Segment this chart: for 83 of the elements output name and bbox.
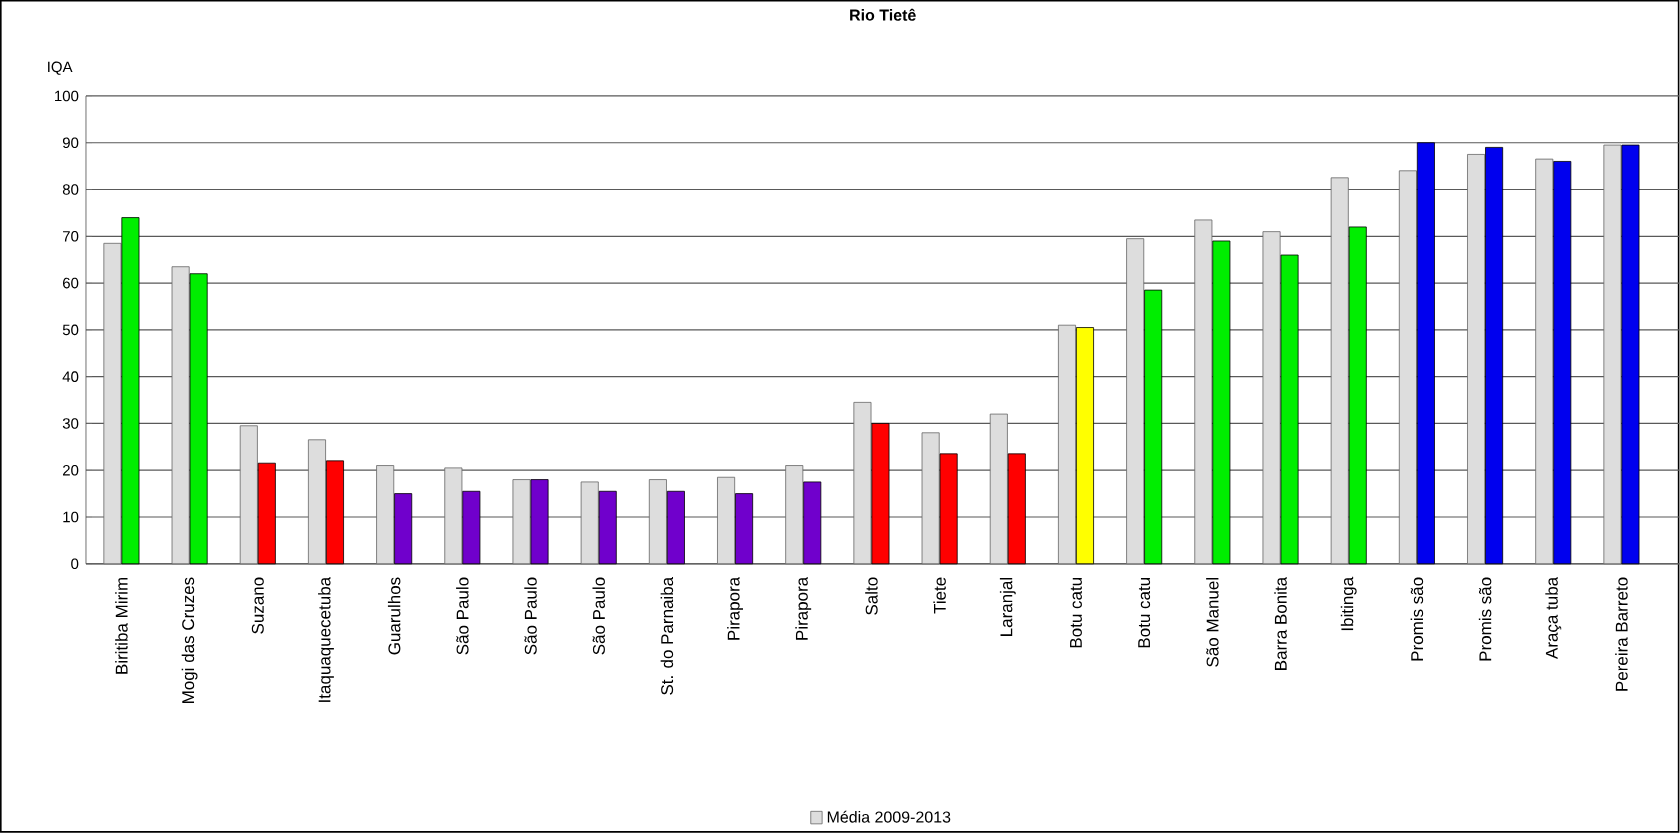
bar (257, 463, 276, 565)
bar (1621, 144, 1640, 565)
bar (853, 402, 872, 565)
x-tick-label: Suzano (251, 577, 264, 634)
bar (1348, 226, 1367, 565)
bar (717, 477, 736, 565)
bar (785, 465, 804, 565)
y-tick-label: 70 (63, 231, 79, 242)
x-tick-label: Pereira Barreto (1615, 577, 1628, 691)
bar (989, 413, 1008, 565)
x-tick-label: Pirapora (727, 577, 743, 640)
y-tick-label: 90 (62, 137, 79, 149)
bar (1485, 147, 1504, 565)
x-tick-label: Laranjal (999, 578, 1016, 637)
bar (1126, 238, 1145, 565)
x-tick-label: Itaquaquecetuba (318, 577, 334, 703)
bar (598, 491, 617, 565)
x-tick-label: St. do Parnaiba (660, 577, 674, 696)
bar (1212, 240, 1231, 565)
bar (239, 425, 258, 565)
bar (171, 266, 190, 565)
y-tick-label: 50 (62, 324, 79, 336)
bar (189, 273, 208, 565)
bar (1467, 154, 1486, 565)
bar (1058, 325, 1076, 565)
x-tick-label: Promis são (1478, 577, 1492, 661)
bar (1330, 177, 1349, 565)
bar (735, 493, 754, 565)
bar (803, 481, 822, 565)
x-tick-label: Botu catu (1138, 578, 1151, 648)
x-tick-label: Pirapora (795, 577, 812, 640)
x-tick-label: São Manuel (1206, 578, 1219, 667)
bar (648, 479, 667, 565)
x-tick-label: Guarulhos (387, 577, 401, 655)
bar (580, 481, 599, 565)
bar (121, 217, 140, 565)
bar (1553, 161, 1572, 565)
x-tick-label: Barra Bonita (1274, 577, 1287, 671)
bar (1007, 453, 1026, 565)
bar (1603, 144, 1622, 565)
x-tick-label: São Paulo (524, 577, 537, 655)
x-tick-label: Salto (865, 577, 878, 616)
x-tick-label: Biritiba Mirim (115, 578, 128, 674)
bar (307, 439, 326, 565)
x-tick-label: Tiete (933, 577, 946, 614)
y-tick-label: 20 (62, 465, 79, 476)
x-tick-label: Mogi das Cruzes (181, 577, 198, 704)
bar (1075, 327, 1094, 565)
bar (376, 465, 395, 565)
bar (1535, 158, 1554, 565)
bar (1194, 219, 1213, 565)
y-tick-label: 60 (62, 278, 79, 289)
y-tick-label: 30 (62, 418, 79, 429)
bar (939, 453, 958, 565)
y-tick-label: 0 (71, 558, 79, 570)
legend-label: Média 2009-2013 (827, 810, 951, 823)
bar (530, 479, 549, 565)
x-tick-label: Botu catu (1070, 578, 1082, 648)
bar (1280, 254, 1299, 565)
y-tick-label: 10 (63, 511, 79, 523)
y-tick-label: 40 (62, 371, 79, 383)
x-tick-label: Promis são (1410, 577, 1424, 661)
y-tick-label: 80 (62, 184, 79, 196)
x-tick-label: Araça tuba (1545, 577, 1562, 660)
bar (1144, 289, 1163, 565)
bar (1416, 142, 1435, 565)
chart-title: Rio Tietê (850, 8, 916, 21)
bar (394, 493, 413, 565)
bar (103, 243, 122, 565)
x-tick-label: São Paulo (456, 577, 469, 655)
y-axis-title: IQA (48, 61, 73, 76)
bar (666, 491, 685, 565)
bar (512, 479, 531, 565)
bar (444, 467, 463, 565)
x-tick-label: Ibitinga (1340, 577, 1357, 631)
bar (1398, 170, 1417, 565)
bar (1262, 231, 1281, 565)
bar (462, 491, 481, 565)
bar (871, 423, 890, 565)
bar (921, 432, 940, 565)
x-tick-label: São Paulo (592, 577, 605, 655)
y-tick-label: 100 (55, 90, 79, 102)
bar (325, 460, 344, 565)
